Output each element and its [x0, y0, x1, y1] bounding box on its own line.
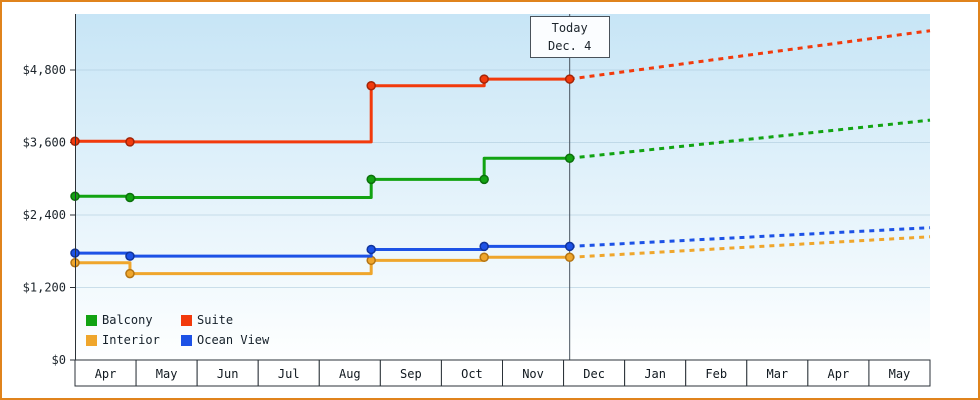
legend-item-ocean-view: Ocean View: [181, 333, 269, 347]
series-forecast-suite: [569, 29, 931, 81]
series-marker-balcony: [366, 174, 376, 185]
series-marker-ocean-view: [366, 244, 376, 255]
legend-label-suite: Suite: [197, 313, 234, 327]
x-axis-month-cell-nov: [502, 359, 565, 387]
today-label: Today: [551, 21, 588, 35]
today-annotation: Today Dec. 4: [529, 16, 610, 58]
y-axis-label: $1,200: [23, 281, 66, 295]
x-axis-month-label: Aug: [339, 367, 361, 381]
series-marker-suite: [564, 74, 575, 84]
legend-label-interior: Interior: [102, 333, 160, 347]
x-axis-month-cell-aug: [318, 359, 381, 387]
x-axis-month-cell-may: [868, 359, 931, 387]
series-marker-interior: [125, 268, 135, 279]
legend-label-ocean-view: Ocean View: [197, 333, 270, 347]
series-marker-suite: [366, 80, 376, 91]
series-marker-interior: [564, 252, 575, 263]
x-axis-month-cell-jun: [196, 359, 259, 387]
x-axis-month-cell-may: [135, 359, 198, 387]
y-axis-label: $4,800: [23, 63, 66, 77]
x-axis-month-label: Jun: [217, 367, 239, 381]
plot-background: [75, 14, 930, 360]
legend-label-balcony: Balcony: [102, 313, 153, 327]
x-axis-month-label: May: [156, 367, 178, 381]
legend-row: Interior Ocean View: [86, 330, 269, 350]
series-marker-ocean-view: [564, 241, 575, 252]
legend-item-interior: Interior: [86, 333, 181, 347]
series-marker-interior: [479, 252, 489, 263]
legend-item-balcony: Balcony: [86, 313, 181, 327]
series-marker-balcony: [125, 192, 135, 203]
x-axis-month-cell-apr: [807, 359, 870, 387]
series-marker-suite: [479, 74, 489, 84]
series-forecast-balcony: [569, 118, 931, 160]
series-marker-balcony: [564, 153, 575, 163]
chart-legend: Balcony Suite Interior Ocean View: [86, 310, 269, 350]
x-axis-month-cell-apr: [74, 359, 137, 387]
today-date: Dec. 4: [547, 39, 592, 53]
series-marker-ocean-view: [479, 241, 489, 252]
x-axis-month-label: Mar: [766, 367, 788, 381]
x-axis-month-label: Apr: [828, 367, 850, 381]
legend-swatch-balcony: [86, 314, 97, 326]
x-axis-month-label: Jul: [278, 367, 300, 381]
y-axis-label: $0: [52, 353, 66, 367]
legend-swatch-ocean-view: [181, 334, 192, 346]
x-axis-month-label: May: [889, 367, 911, 381]
legend-swatch-suite: [181, 314, 192, 326]
x-axis-month-cell-sep: [379, 359, 442, 387]
series-marker-ocean-view: [125, 251, 135, 261]
series-marker-balcony: [479, 174, 489, 185]
x-axis-month-label: Jan: [644, 367, 666, 381]
x-axis-month-label: Nov: [522, 367, 544, 381]
x-axis-month-label: Dec: [583, 367, 605, 381]
legend-swatch-interior: [86, 334, 97, 346]
series-forecast-ocean-view: [569, 226, 931, 248]
legend-row: Balcony Suite: [86, 310, 269, 330]
x-axis-month-label: Apr: [95, 367, 117, 381]
series-forecast-interior: [569, 235, 931, 259]
x-axis-month-label: Sep: [400, 367, 422, 381]
series-marker-suite: [125, 137, 135, 147]
y-axis-label: $2,400: [23, 208, 66, 222]
legend-item-suite: Suite: [181, 313, 233, 327]
x-axis-month-label: Oct: [461, 367, 483, 381]
x-axis-month-cell-oct: [440, 359, 503, 387]
x-axis-month-cell-feb: [685, 359, 748, 387]
x-axis-month-label: Feb: [705, 367, 727, 381]
y-axis-label: $3,600: [23, 136, 66, 150]
